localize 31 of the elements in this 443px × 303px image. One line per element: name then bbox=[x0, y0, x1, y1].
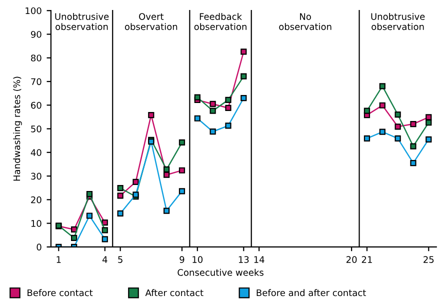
text: Overt observation bbox=[124, 13, 178, 30]
y-tick-label: 50 bbox=[31, 126, 42, 132]
y-axis-title: Handwashing rates (%) bbox=[13, 76, 22, 181]
text: Unobtrusive observation bbox=[55, 12, 109, 30]
x-axis-title: Consecutive weeks bbox=[178, 268, 264, 276]
x-tick-label: 9 bbox=[180, 256, 184, 263]
x-tick-label: 10 bbox=[192, 256, 203, 263]
legend-label: After contact bbox=[145, 289, 204, 296]
x-tick-label: 5 bbox=[118, 256, 122, 263]
y-tick-label: 90 bbox=[31, 30, 42, 38]
x-tick-label: 1 bbox=[56, 256, 61, 263]
x-tick-label: 21 bbox=[362, 256, 372, 263]
y-tick-label: 40 bbox=[30, 149, 42, 156]
y-tick-label: 30 bbox=[31, 172, 42, 180]
legend-label: Before and after contact bbox=[256, 289, 366, 296]
text: Unobtrusive observation bbox=[371, 12, 425, 30]
text: Feedback observation bbox=[194, 12, 246, 30]
x-tick-label: 4 bbox=[102, 256, 108, 263]
x-tick-label: 13 bbox=[238, 256, 249, 263]
y-tick-label: 70 bbox=[31, 78, 42, 86]
y-tick-label: 10 bbox=[31, 220, 42, 227]
y-tick-label: 80 bbox=[31, 54, 42, 62]
y-tick-label: 60 bbox=[31, 102, 42, 109]
legend-label: Before contact bbox=[28, 289, 93, 296]
x-tick-label: 14 bbox=[254, 256, 264, 263]
y-tick-label: 20 bbox=[31, 196, 42, 204]
y-tick-label: 100 bbox=[26, 7, 42, 14]
text: No observation bbox=[279, 13, 332, 30]
x-tick-label: 20 bbox=[346, 256, 357, 263]
y-tick-label: 0 bbox=[36, 244, 42, 251]
x-tick-label: 25 bbox=[424, 256, 434, 263]
